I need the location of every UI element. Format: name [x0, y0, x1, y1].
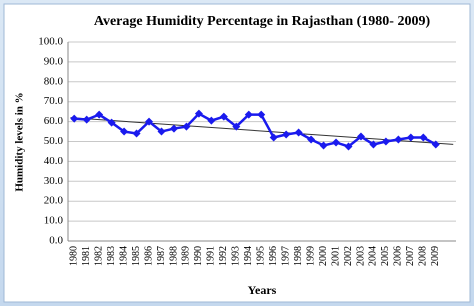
- x-axis-label: Years: [248, 283, 277, 297]
- x-tick-label: 1980: [69, 246, 80, 266]
- data-point: [356, 132, 365, 141]
- x-tick-label: 1990: [193, 246, 204, 266]
- data-point: [307, 135, 316, 144]
- x-tick-label: 2000: [318, 246, 329, 266]
- data-point: [232, 122, 241, 131]
- x-tick-label: 1998: [293, 246, 304, 266]
- x-tick-label: 2006: [393, 246, 404, 266]
- data-point: [369, 140, 378, 149]
- data-point: [381, 137, 390, 146]
- x-tick-label: 1991: [206, 246, 217, 266]
- data-point: [207, 116, 216, 125]
- data-point: [194, 109, 203, 118]
- x-tick-label: 1984: [118, 246, 129, 266]
- y-tick-label: 50.0: [44, 135, 64, 147]
- x-tick-label: 1986: [143, 246, 154, 266]
- x-tick-label: 1989: [181, 246, 192, 266]
- x-tick-label: 1999: [305, 246, 316, 266]
- x-tick-label: 2004: [368, 246, 379, 266]
- data-point: [319, 141, 328, 150]
- y-tick-label: 40.0: [44, 155, 64, 167]
- x-tick-label: 2005: [380, 246, 391, 266]
- x-tick-label: 2001: [330, 246, 341, 266]
- x-tick-label: 1995: [256, 246, 267, 266]
- data-point: [107, 118, 116, 127]
- x-tick-label: 2002: [343, 246, 354, 266]
- y-tick-label: 80.0: [44, 75, 64, 87]
- x-tick-label: 1997: [280, 246, 291, 266]
- data-point: [419, 133, 428, 142]
- y-tick-label: 60.0: [44, 115, 64, 127]
- y-tick-label: 100.0: [38, 36, 63, 48]
- x-tick-label: 1985: [131, 246, 142, 266]
- x-tick-label: 2009: [430, 246, 441, 266]
- x-tick-label: 1992: [218, 246, 229, 266]
- data-point: [394, 135, 403, 144]
- data-point: [294, 128, 303, 137]
- chart-title: Average Humidity Percentage in Rajasthan…: [94, 14, 431, 29]
- data-point: [269, 133, 278, 142]
- data-point: [182, 122, 191, 131]
- y-tick-label: 10.0: [44, 215, 64, 227]
- x-tick-label: 2007: [405, 246, 416, 266]
- chart-background: [3, 3, 471, 303]
- y-axis-label: Humidity levels in %: [14, 92, 26, 191]
- x-tick-label: 1987: [156, 246, 167, 266]
- y-tick-label: 0.0: [49, 235, 63, 247]
- x-tick-label: 2008: [418, 246, 429, 266]
- x-tick-label: 2003: [355, 246, 366, 266]
- data-point: [82, 115, 91, 124]
- x-tick-label: 1988: [168, 246, 179, 266]
- data-point: [431, 140, 440, 149]
- x-tick-label: 1981: [81, 246, 92, 266]
- data-point: [282, 130, 291, 139]
- y-tick-label: 70.0: [44, 95, 64, 107]
- data-point: [157, 127, 166, 136]
- data-point: [132, 129, 141, 138]
- x-tick-label: 1996: [268, 246, 279, 266]
- data-point: [219, 112, 228, 121]
- y-tick-label: 90.0: [44, 55, 64, 67]
- x-tick-label: 1994: [243, 246, 254, 266]
- x-tick-label: 1982: [93, 246, 104, 266]
- data-point: [406, 133, 415, 142]
- data-point: [169, 124, 178, 133]
- data-point: [257, 110, 266, 119]
- data-point: [344, 142, 353, 151]
- data-point: [244, 110, 253, 119]
- y-tick-label: 30.0: [44, 175, 64, 187]
- data-point: [145, 117, 154, 126]
- data-point: [120, 127, 129, 136]
- x-tick-label: 1993: [231, 246, 242, 266]
- data-point: [95, 110, 104, 119]
- x-tick-label: 1983: [106, 246, 117, 266]
- data-point: [332, 138, 341, 147]
- data-point: [70, 114, 79, 123]
- y-tick-label: 20.0: [44, 195, 64, 207]
